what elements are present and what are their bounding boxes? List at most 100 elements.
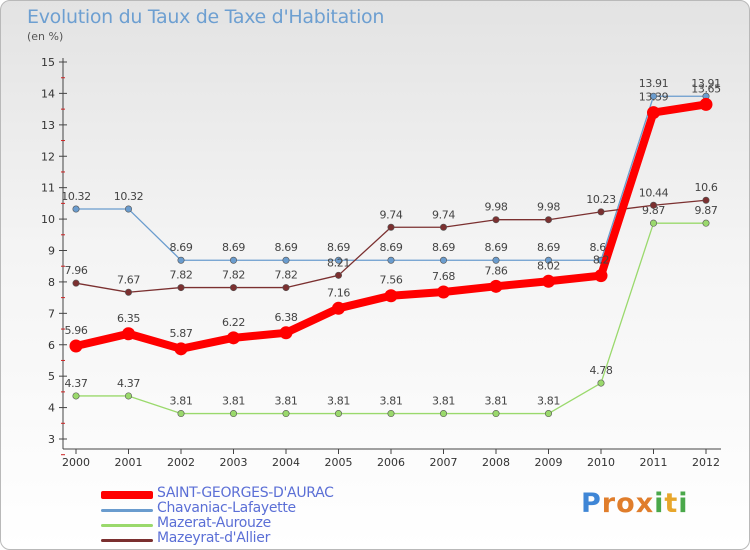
- y-tick-label: 12: [41, 150, 55, 163]
- data-label-mazeyrat-d-allier: 10.44: [639, 186, 669, 199]
- data-point-mazeyrat-d-allier: [125, 288, 133, 296]
- data-label-saint-georges-d-aurac: 7.56: [380, 274, 403, 287]
- data-point-chavaniac-lafayette: [125, 205, 133, 213]
- data-label-mazeyrat-d-allier: 7.82: [275, 269, 298, 282]
- data-point-saint-georges-d-aurac: [542, 274, 555, 288]
- legend-item: Mazeyrat-d'Allier: [101, 530, 431, 547]
- data-point-mazerat-aurouze: [439, 410, 447, 418]
- data-point-saint-georges-d-aurac: [594, 269, 608, 283]
- x-tick-label: 2008: [482, 456, 510, 469]
- data-label-chavaniac-lafayette: 8.69: [380, 241, 403, 254]
- y-axis-unit: (en %): [27, 30, 64, 43]
- legend-swatch: [101, 523, 153, 527]
- data-point-saint-georges-d-aurac: [122, 327, 135, 341]
- data-point-chavaniac-lafayette: [544, 256, 552, 264]
- data-point-saint-georges-d-aurac: [332, 301, 345, 315]
- data-point-mazerat-aurouze: [387, 410, 395, 418]
- data-label-mazeyrat-d-allier: 9.74: [380, 208, 403, 221]
- data-point-chavaniac-lafayette: [387, 256, 395, 264]
- data-label-mazeyrat-d-allier: 9.74: [432, 208, 455, 221]
- y-tick-label: 11: [41, 182, 55, 195]
- data-point-saint-georges-d-aurac: [437, 285, 450, 299]
- data-label-mazeyrat-d-allier: 7.67: [117, 273, 140, 286]
- logo-letter: P: [581, 488, 602, 519]
- data-point-mazerat-aurouze: [492, 410, 500, 418]
- data-label-saint-georges-d-aurac: 6.22: [222, 316, 245, 329]
- data-point-mazerat-aurouze: [230, 410, 238, 418]
- data-point-mazeyrat-d-allier: [492, 216, 500, 224]
- data-label-chavaniac-lafayette: 8.69: [327, 241, 350, 254]
- logo-letter: x: [635, 488, 655, 519]
- x-tick-label: 2004: [272, 456, 300, 469]
- data-point-chavaniac-lafayette: [492, 256, 500, 264]
- data-point-chavaniac-lafayette: [439, 256, 447, 264]
- data-label-mazeyrat-d-allier: 8.21: [327, 256, 350, 269]
- data-point-saint-georges-d-aurac: [647, 106, 660, 120]
- data-point-saint-georges-d-aurac: [69, 339, 83, 353]
- data-label-mazerat-aurouze: 4.37: [117, 377, 140, 390]
- y-tick-label: 15: [41, 56, 55, 69]
- data-point-saint-georges-d-aurac: [489, 279, 503, 293]
- data-label-mazerat-aurouze: 3.81: [485, 395, 508, 408]
- data-label-saint-georges-d-aurac: 7.86: [485, 264, 508, 277]
- x-tick-label: 2007: [430, 456, 458, 469]
- legend-swatch: [101, 491, 153, 499]
- y-tick-label: 4: [48, 402, 55, 415]
- data-label-mazerat-aurouze: 9.87: [695, 204, 718, 217]
- legend-item: SAINT-GEORGES-D'AURAC: [101, 485, 431, 502]
- data-point-chavaniac-lafayette: [649, 92, 657, 100]
- data-point-mazerat-aurouze: [72, 392, 80, 400]
- data-label-mazeyrat-d-allier: 7.82: [170, 269, 193, 282]
- data-point-chavaniac-lafayette: [334, 256, 342, 264]
- data-point-mazeyrat-d-allier: [439, 223, 447, 231]
- data-point-mazeyrat-d-allier: [334, 271, 342, 279]
- data-label-chavaniac-lafayette: 13.91: [691, 77, 721, 90]
- data-label-mazeyrat-d-allier: 10.23: [586, 193, 616, 206]
- x-tick-label: 2002: [167, 456, 195, 469]
- x-tick-label: 2005: [325, 456, 353, 469]
- legend-label: Chavaniac-Lafayette: [157, 500, 296, 516]
- data-label-chavaniac-lafayette: 8.69: [275, 241, 298, 254]
- x-tick-label: 2003: [220, 456, 248, 469]
- data-point-saint-georges-d-aurac: [699, 97, 713, 111]
- proxiti-logo: Proxiti: [581, 488, 689, 519]
- data-point-saint-georges-d-aurac: [384, 289, 398, 303]
- data-label-mazerat-aurouze: 3.81: [275, 395, 298, 408]
- data-label-chavaniac-lafayette: 10.32: [114, 190, 144, 203]
- logo-letter: t: [664, 488, 679, 519]
- data-label-saint-georges-d-aurac: 8.2: [593, 254, 609, 267]
- data-point-mazerat-aurouze: [544, 410, 552, 418]
- data-point-mazeyrat-d-allier: [72, 279, 80, 287]
- data-label-chavaniac-lafayette: 8.69: [432, 241, 455, 254]
- data-label-saint-georges-d-aurac: 5.96: [65, 324, 88, 337]
- data-point-chavaniac-lafayette: [282, 256, 290, 264]
- data-label-saint-georges-d-aurac: 8.02: [537, 259, 560, 272]
- x-tick-label: 2000: [62, 456, 90, 469]
- data-point-mazeyrat-d-allier: [649, 201, 657, 209]
- logo-letter: i: [678, 488, 689, 519]
- logo-letter: i: [654, 488, 665, 519]
- legend-swatch: [101, 508, 153, 512]
- legend-label: Mazerat-Aurouze: [157, 515, 271, 531]
- data-label-mazerat-aurouze: 4.37: [65, 377, 88, 390]
- data-label-saint-georges-d-aurac: 7.16: [327, 286, 350, 299]
- data-point-mazerat-aurouze: [334, 410, 342, 418]
- data-point-mazeyrat-d-allier: [702, 196, 710, 204]
- legend-label: Mazeyrat-d'Allier: [157, 530, 271, 546]
- x-tick-label: 2011: [640, 456, 668, 469]
- data-label-chavaniac-lafayette: 10.32: [61, 190, 91, 203]
- x-tick-label: 2010: [587, 456, 615, 469]
- y-tick-label: 3: [48, 433, 55, 446]
- data-point-saint-georges-d-aurac: [174, 342, 188, 356]
- data-point-mazerat-aurouze: [702, 219, 710, 227]
- logo-letter: r: [601, 488, 617, 519]
- data-label-mazerat-aurouze: 3.81: [327, 395, 350, 408]
- data-point-chavaniac-lafayette: [177, 256, 185, 264]
- data-label-chavaniac-lafayette: 8.69: [170, 241, 193, 254]
- data-point-chavaniac-lafayette: [230, 256, 238, 264]
- data-label-mazeyrat-d-allier: 9.98: [537, 201, 560, 214]
- data-point-chavaniac-lafayette: [72, 205, 80, 213]
- y-tick-label: 6: [48, 339, 55, 352]
- data-label-mazerat-aurouze: 3.81: [432, 395, 455, 408]
